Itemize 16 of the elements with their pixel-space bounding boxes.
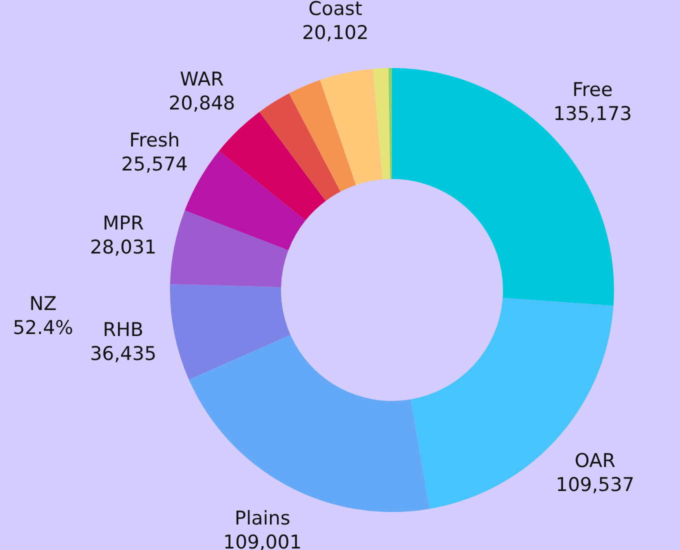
data-label: 20,102	[302, 22, 369, 44]
data-label: 36,435	[90, 343, 156, 366]
slice-label: RHB	[102, 319, 144, 342]
data-label: 28,031	[90, 236, 157, 258]
slice-label: Fresh	[129, 129, 180, 152]
slice-label: MPR	[102, 212, 144, 234]
slice-label: Free	[572, 79, 613, 102]
slice-label: OAR	[574, 450, 616, 472]
slice-label: Plains	[234, 507, 290, 530]
data-label: 25,574	[121, 153, 188, 176]
slice-label: Coast	[308, 0, 362, 20]
data-label: 20,848	[168, 92, 236, 115]
slice-label: WAR	[180, 68, 224, 91]
data-label: 135,173	[553, 103, 632, 126]
text: NZ 52.4%	[12, 292, 74, 340]
data-label: 109,537	[556, 474, 634, 496]
